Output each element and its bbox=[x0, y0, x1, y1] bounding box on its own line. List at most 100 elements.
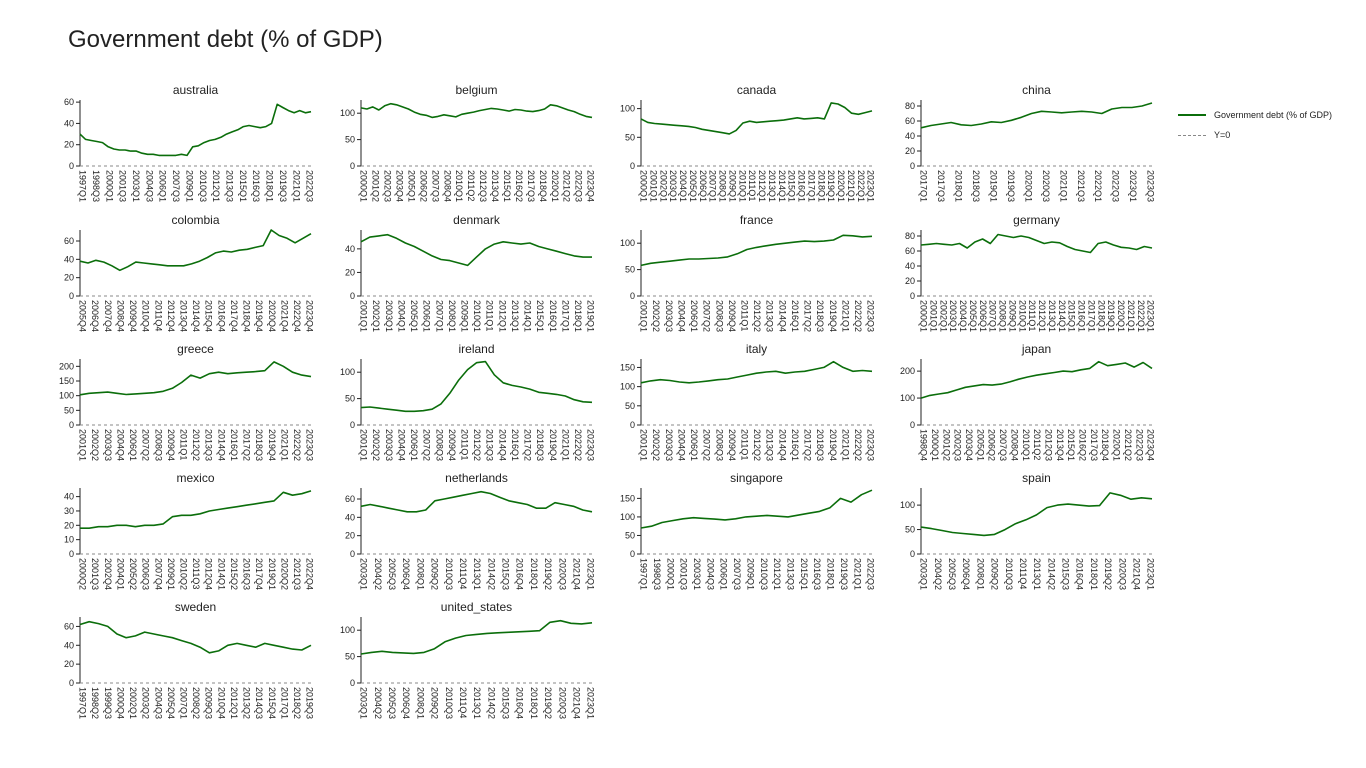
series-line bbox=[80, 490, 312, 530]
y-tick-label: 20 bbox=[64, 140, 74, 150]
y-tick-label: 0 bbox=[69, 549, 74, 559]
x-tick-label: 2017Q1 bbox=[279, 687, 289, 719]
legend-zero-label: Y=0 bbox=[1214, 130, 1231, 140]
y-tick-label: 0 bbox=[69, 678, 74, 688]
panel-title: china bbox=[1022, 83, 1051, 97]
y-tick-label: 0 bbox=[350, 549, 355, 559]
legend: Government debt (% of GDP) Y=0 bbox=[1178, 107, 1358, 147]
panel-title: spain bbox=[1022, 471, 1051, 485]
series-line bbox=[79, 229, 312, 272]
x-tick-label: 2001Q1 bbox=[359, 300, 369, 332]
x-tick-label: 2007Q2 bbox=[702, 429, 712, 461]
x-tick-label: 2003Q1 bbox=[668, 170, 678, 202]
x-tick-label: 2005Q1 bbox=[406, 170, 416, 202]
x-tick-label: 2003Q2 bbox=[141, 687, 151, 719]
series-line bbox=[920, 233, 1153, 254]
x-tick-label: 2019Q3 bbox=[1006, 170, 1016, 202]
x-tick-label: 2015Q1 bbox=[787, 170, 797, 202]
y-tick-label: 20 bbox=[64, 273, 74, 283]
x-tick-label: 2016Q4 bbox=[515, 687, 525, 719]
x-tick-label: 2019Q2 bbox=[543, 687, 553, 719]
x-tick-label: 2005Q1 bbox=[975, 429, 985, 461]
x-tick-label: 2017Q1 bbox=[919, 170, 929, 202]
y-tick-label: 0 bbox=[350, 161, 355, 171]
legend-item-zero[interactable]: Y=0 bbox=[1178, 127, 1358, 143]
y-tick-label: 60 bbox=[64, 97, 74, 107]
y-tick-label: 200 bbox=[900, 366, 915, 376]
x-tick-label: 2021Q3 bbox=[1076, 170, 1086, 202]
series-line bbox=[79, 103, 312, 157]
x-tick-label: 2004Q4 bbox=[115, 429, 125, 461]
x-tick-label: 2016Q2 bbox=[514, 170, 524, 202]
x-tick-label: 2022Q2 bbox=[853, 300, 863, 332]
x-tick-label: 2003Q1 bbox=[359, 687, 369, 719]
x-tick-label: 2009Q4 bbox=[128, 300, 138, 332]
panel-title: sweden bbox=[175, 600, 216, 614]
x-tick-label: 2015Q1 bbox=[502, 170, 512, 202]
x-tick-label: 2014Q2 bbox=[486, 558, 496, 590]
x-tick-label: 2019Q4 bbox=[828, 429, 838, 461]
x-tick-label: 2021Q4 bbox=[279, 300, 289, 332]
x-tick-label: 2009Q4 bbox=[447, 429, 457, 461]
x-tick-label: 2003Q1 bbox=[131, 170, 141, 202]
y-tick-label: 50 bbox=[625, 132, 635, 142]
y-tick-label: 50 bbox=[345, 652, 355, 662]
y-tick-label: 50 bbox=[905, 525, 915, 535]
x-tick-label: 2019Q3 bbox=[305, 687, 315, 719]
x-tick-label: 2012Q1 bbox=[229, 687, 239, 719]
x-tick-label: 2016Q3 bbox=[242, 558, 252, 590]
x-tick-label: 2012Q3 bbox=[478, 170, 488, 202]
x-tick-label: 2006Q1 bbox=[978, 300, 988, 332]
panel-denmark: denmark 0 20 40 2001Q1 2002Q1 2003Q1 2004Q1 2005… bbox=[345, 213, 596, 332]
x-tick-label: 2018Q1 bbox=[954, 170, 964, 202]
chart-title: Government debt (% of GDP) bbox=[68, 26, 383, 53]
x-tick-label: 2023Q1 bbox=[1128, 170, 1138, 202]
x-tick-label: 2012Q1 bbox=[772, 558, 782, 590]
x-tick-label: 2008Q1 bbox=[975, 558, 985, 590]
y-tick-label: 50 bbox=[625, 401, 635, 411]
x-tick-label: 2018Q3 bbox=[815, 429, 825, 461]
x-tick-label: 2020Q3 bbox=[1117, 558, 1127, 590]
x-tick-label: 2008Q3 bbox=[714, 429, 724, 461]
x-tick-label: 2021Q1 bbox=[1126, 300, 1136, 332]
x-tick-label: 2013Q3 bbox=[786, 558, 796, 590]
x-tick-label: 2006Q1 bbox=[158, 170, 168, 202]
x-tick-label: 2018Q1 bbox=[826, 558, 836, 590]
x-tick-label: 2006Q4 bbox=[401, 558, 411, 590]
x-tick-label: 2006Q2 bbox=[418, 170, 428, 202]
y-tick-label: 0 bbox=[350, 291, 355, 301]
x-tick-label: 1999Q3 bbox=[103, 687, 113, 719]
x-tick-label: 2021Q1 bbox=[840, 429, 850, 461]
panel-title: belgium bbox=[455, 83, 497, 97]
x-tick-label: 2018Q4 bbox=[538, 170, 548, 202]
x-tick-label: 2021Q1 bbox=[846, 170, 856, 202]
x-tick-label: 2004Q2 bbox=[373, 558, 383, 590]
x-tick-label: 2015Q1 bbox=[535, 300, 545, 332]
x-tick-label: 2018Q1 bbox=[573, 300, 583, 332]
x-tick-label: 2020Q2 bbox=[279, 558, 289, 590]
panel-title: ireland bbox=[458, 342, 494, 356]
x-tick-label: 2013Q1 bbox=[510, 300, 520, 332]
panel-title: germany bbox=[1013, 213, 1060, 227]
y-tick-label: 80 bbox=[905, 231, 915, 241]
x-tick-label: 2010Q3 bbox=[444, 558, 454, 590]
x-tick-label: 2003Q1 bbox=[948, 300, 958, 332]
panel-canada: canada 0 50 100 2000Q1 2001Q1 2002Q1 2003Q1 2004… bbox=[620, 83, 876, 202]
x-tick-label: 2017Q3 bbox=[526, 170, 536, 202]
x-tick-label: 2016Q1 bbox=[510, 429, 520, 461]
y-tick-label: 100 bbox=[900, 393, 915, 403]
x-tick-label: 2006Q4 bbox=[90, 300, 100, 332]
x-tick-label: 2018Q3 bbox=[815, 300, 825, 332]
y-tick-label: 0 bbox=[910, 161, 915, 171]
x-tick-label: 2013Q3 bbox=[765, 300, 775, 332]
x-tick-label: 2022Q3 bbox=[866, 558, 876, 590]
x-tick-label: 2008Q4 bbox=[115, 300, 125, 332]
x-tick-label: 2023Q3 bbox=[305, 429, 315, 461]
x-tick-label: 2021Q1 bbox=[279, 429, 289, 461]
x-tick-label: 2018Q1 bbox=[265, 170, 275, 202]
legend-item-series[interactable]: Government debt (% of GDP) bbox=[1178, 107, 1358, 123]
x-tick-label: 2002Q4 bbox=[103, 558, 113, 590]
y-tick-label: 20 bbox=[345, 267, 355, 277]
y-tick-label: 0 bbox=[630, 161, 635, 171]
